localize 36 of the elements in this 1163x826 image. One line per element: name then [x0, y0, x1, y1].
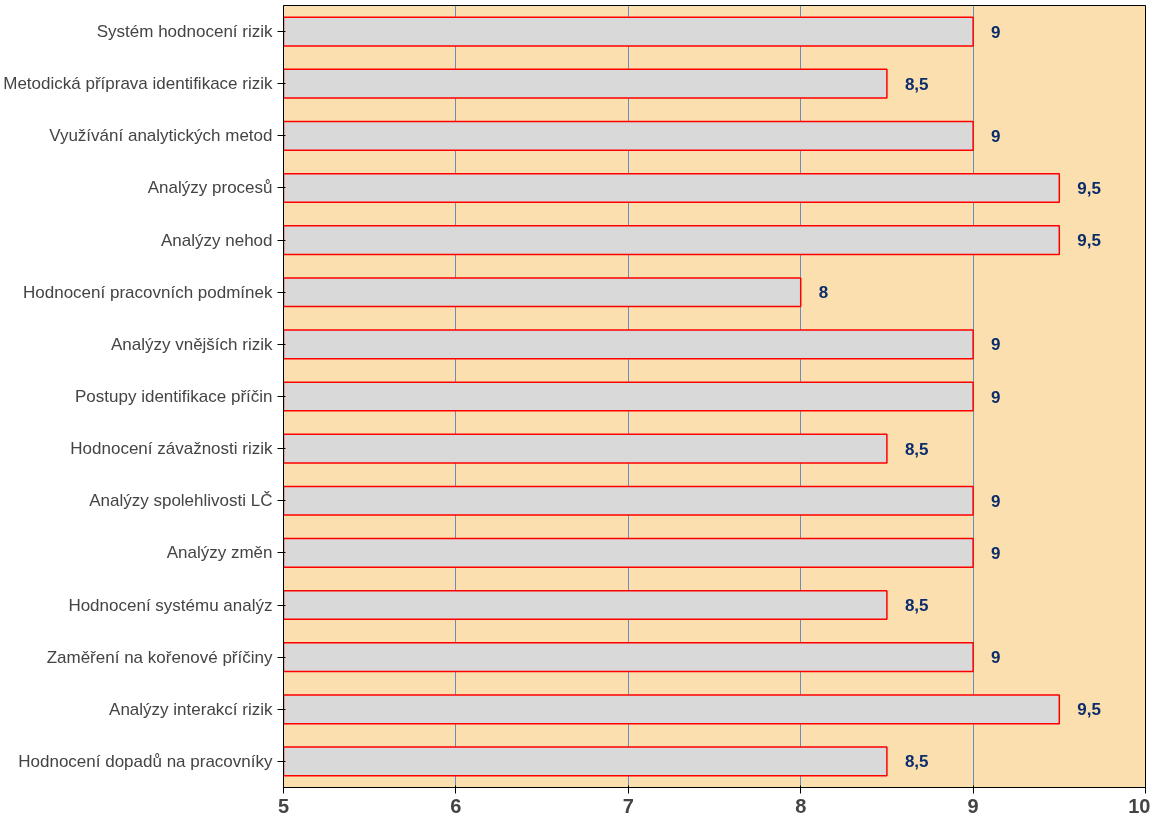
x-tick-label: 9: [967, 794, 979, 817]
y-tick-label: Systém hodnocení rizik: [96, 22, 273, 42]
data-label: 9: [991, 543, 1001, 563]
y-tick-label: Metodická příprava identifikace rizik: [3, 74, 273, 94]
x-tick-label: 8: [795, 794, 807, 817]
y-tick-label: Analýzy nehod: [160, 230, 273, 250]
y-tick-label: Postupy identifikace příčin: [75, 387, 273, 406]
x-tick-label: 10: [1128, 794, 1151, 817]
y-tick-label: Využívání analytických metod: [49, 126, 273, 146]
y-tick-label: Analýzy interakcí rizik: [109, 699, 273, 719]
data-label: 8,5: [904, 74, 929, 94]
data-label: 9,5: [1077, 178, 1101, 198]
data-label: 8,5: [904, 752, 929, 772]
y-tick-label: Hodnocení pracovních podmínek: [23, 282, 273, 302]
y-tick-label: Hodnocení závažnosti rizik: [70, 439, 273, 459]
y-tick-label: Hodnocení dopadů na pracovníky: [18, 751, 273, 771]
data-label: 9: [991, 491, 1001, 511]
data-label: 9: [991, 648, 1001, 668]
x-tick-label: 6: [450, 794, 462, 817]
y-tick-label: Analýzy změn: [166, 543, 273, 563]
x-tick-label: 7: [622, 794, 634, 817]
data-label: 8: [818, 283, 829, 303]
data-label: 9,5: [1077, 700, 1101, 720]
data-label: 9: [991, 126, 1001, 146]
y-tick-label: Hodnocení systému analýz: [68, 595, 273, 615]
y-tick-label: Analýzy vnějších rizik: [110, 334, 273, 354]
x-tick-label: 5: [277, 794, 290, 817]
data-label: 8,5: [904, 439, 929, 459]
data-label: 8,5: [904, 596, 929, 616]
data-label: 9,5: [1077, 231, 1101, 251]
data-label: 9: [991, 335, 1001, 355]
data-label: 9: [991, 22, 1001, 42]
data-label: 9: [991, 387, 1001, 407]
y-tick-label: Analýzy spolehlivosti LČ: [89, 491, 273, 511]
y-tick-label: Analýzy procesů: [147, 178, 273, 198]
y-tick-label: Zaměření na kořenové příčiny: [46, 647, 273, 667]
